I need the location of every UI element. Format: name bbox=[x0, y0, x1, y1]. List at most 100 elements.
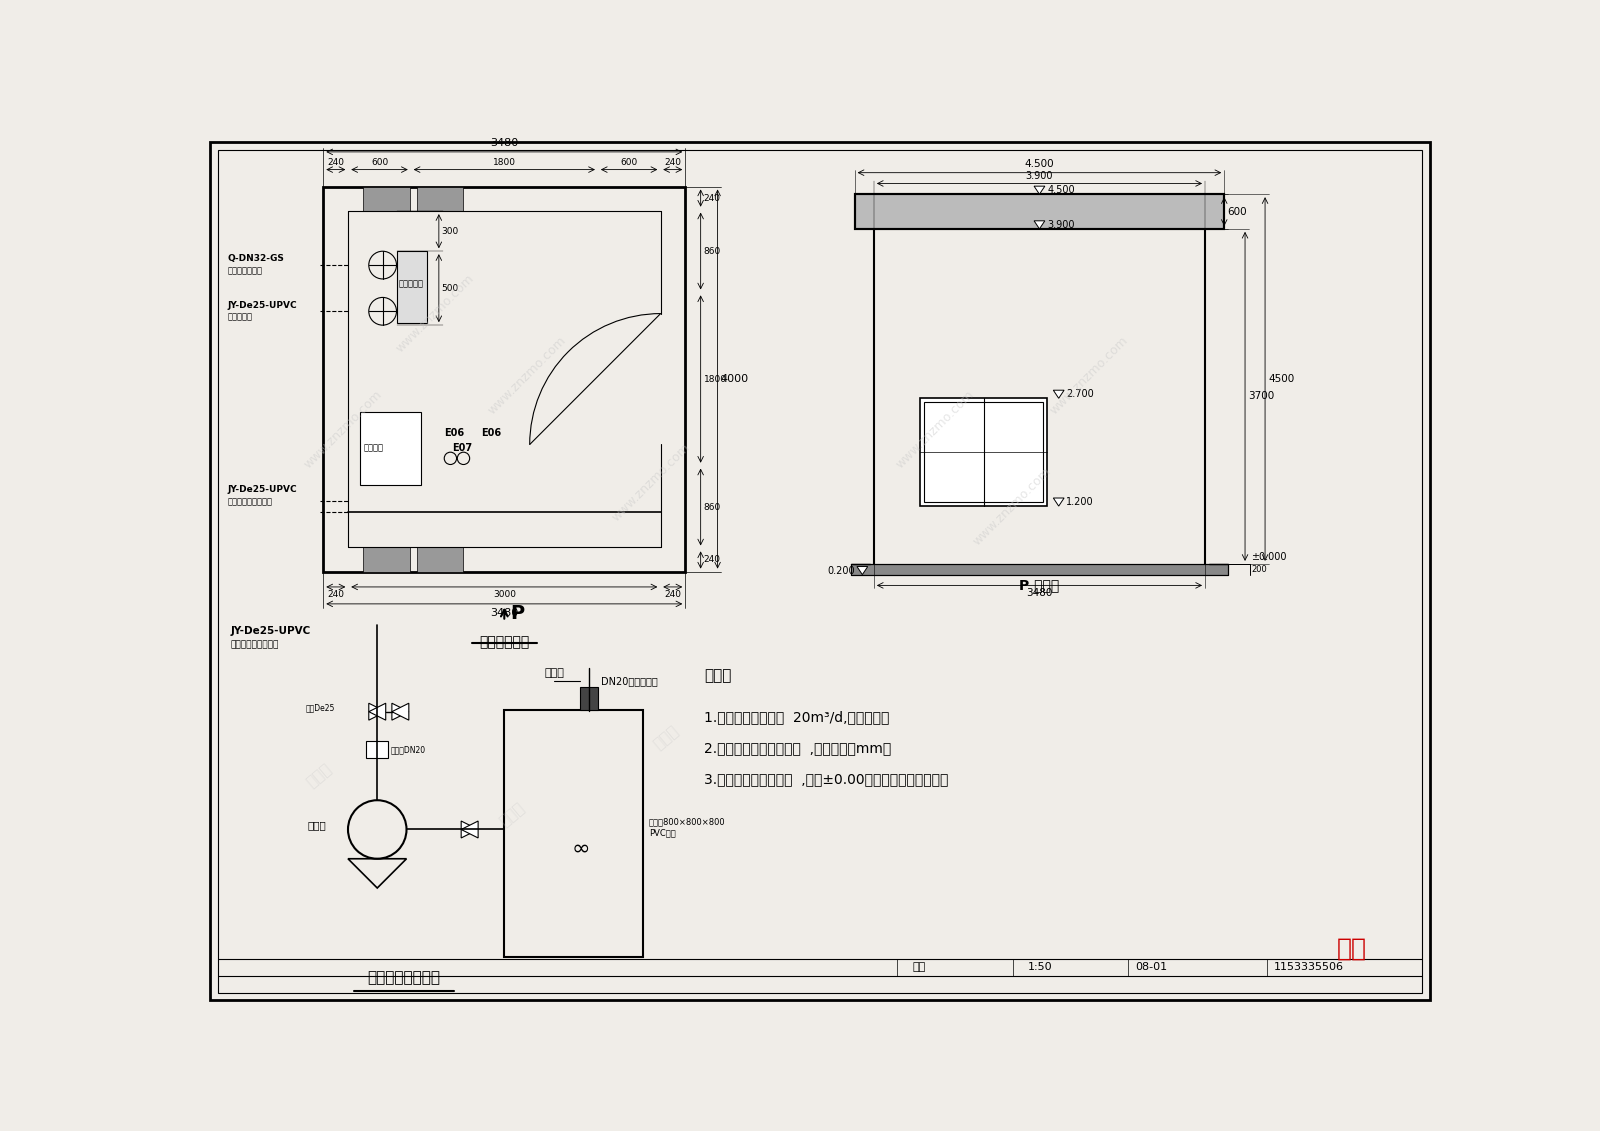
Text: JY-De25-UPVC: JY-De25-UPVC bbox=[227, 301, 296, 310]
Polygon shape bbox=[461, 821, 478, 838]
Text: 加药泵: 加药泵 bbox=[307, 821, 326, 830]
Text: www.znzmo.com: www.znzmo.com bbox=[971, 465, 1054, 547]
Text: 600: 600 bbox=[1227, 207, 1246, 216]
Polygon shape bbox=[368, 703, 386, 720]
Text: 860: 860 bbox=[704, 502, 722, 511]
Text: www.znzmo.com: www.znzmo.com bbox=[610, 441, 693, 525]
Polygon shape bbox=[461, 821, 478, 838]
Text: 鼓风式风机: 鼓风式风机 bbox=[398, 279, 424, 288]
Text: 860: 860 bbox=[704, 247, 722, 256]
Text: 08-01: 08-01 bbox=[1136, 962, 1168, 973]
Text: 知末网: 知末网 bbox=[651, 723, 682, 752]
Polygon shape bbox=[1053, 498, 1064, 506]
Bar bbox=[579, 687, 598, 710]
Text: 流量计DN20: 流量计DN20 bbox=[390, 745, 426, 754]
Bar bbox=[418, 187, 464, 211]
Text: www.znzmo.com: www.znzmo.com bbox=[301, 388, 384, 470]
Bar bbox=[851, 564, 1229, 575]
Text: 4000: 4000 bbox=[720, 374, 749, 385]
Text: 240: 240 bbox=[704, 193, 720, 202]
Text: 500: 500 bbox=[442, 284, 459, 293]
Polygon shape bbox=[858, 567, 867, 575]
Bar bbox=[854, 195, 1224, 228]
Bar bbox=[851, 564, 1229, 575]
Polygon shape bbox=[1034, 187, 1045, 195]
Bar bbox=[363, 547, 410, 571]
Text: 2.700: 2.700 bbox=[1067, 389, 1094, 399]
Text: 200: 200 bbox=[1251, 566, 1267, 575]
Text: 600: 600 bbox=[371, 157, 389, 166]
Text: P 向视图: P 向视图 bbox=[1019, 578, 1059, 593]
Text: www.znzmo.com: www.znzmo.com bbox=[894, 388, 978, 470]
Text: 0.200: 0.200 bbox=[827, 566, 854, 576]
Text: 1.200: 1.200 bbox=[1067, 497, 1094, 507]
Bar bbox=[504, 710, 643, 957]
Text: 投至沉淠池: 投至沉淠池 bbox=[227, 312, 253, 321]
Text: 3.900: 3.900 bbox=[1026, 171, 1053, 181]
Text: www.znzmo.com: www.znzmo.com bbox=[1048, 334, 1131, 417]
Bar bbox=[323, 187, 685, 571]
Text: E06: E06 bbox=[445, 428, 464, 438]
Text: 加药管，接至沉淠池: 加药管，接至沉淠池 bbox=[227, 497, 272, 506]
Text: 搞拌机: 搞拌机 bbox=[544, 668, 565, 679]
Text: 2.本图所注标高单位为米  ,其他单位为mm；: 2.本图所注标高单位为米 ,其他单位为mm； bbox=[704, 741, 891, 754]
Text: ∞: ∞ bbox=[573, 839, 590, 858]
Text: 240: 240 bbox=[664, 157, 682, 166]
Text: 4500: 4500 bbox=[1269, 374, 1294, 385]
Text: 300: 300 bbox=[442, 226, 459, 235]
Bar bbox=[920, 398, 1046, 506]
Polygon shape bbox=[368, 703, 386, 720]
Text: 知末: 知末 bbox=[1336, 936, 1366, 961]
Text: DN20，接自来水: DN20，接自来水 bbox=[602, 676, 658, 685]
Polygon shape bbox=[1034, 221, 1045, 228]
Text: Q-DN32-GS: Q-DN32-GS bbox=[227, 254, 283, 264]
Text: 操作间平面图: 操作间平面图 bbox=[478, 636, 530, 649]
Text: 3480: 3480 bbox=[490, 607, 518, 618]
Text: 3.900: 3.900 bbox=[1046, 219, 1075, 230]
Text: 说明：: 说明： bbox=[704, 667, 731, 683]
Text: 240: 240 bbox=[704, 555, 720, 564]
Text: 1.本工程污水处理量  20m³/d,全时运行；: 1.本工程污水处理量 20m³/d,全时运行； bbox=[704, 710, 890, 724]
Text: ±0.000: ±0.000 bbox=[1251, 552, 1286, 561]
Text: 3.本图标高为相对标高  ,标高±0.00相当于现状地面标高；: 3.本图标高为相对标高 ,标高±0.00相当于现状地面标高； bbox=[704, 771, 949, 786]
Text: 3480: 3480 bbox=[1026, 588, 1053, 598]
Text: 240: 240 bbox=[328, 157, 344, 166]
Polygon shape bbox=[392, 703, 410, 720]
Text: 240: 240 bbox=[328, 590, 344, 599]
Text: 加药管，接至沉淠池: 加药管，接至沉淠池 bbox=[230, 640, 280, 649]
Text: 加药泵安装示意图: 加药泵安装示意图 bbox=[368, 970, 440, 985]
Text: P: P bbox=[510, 604, 525, 623]
Bar bbox=[923, 403, 1043, 502]
Text: 4.500: 4.500 bbox=[1024, 158, 1054, 169]
Text: E06: E06 bbox=[482, 428, 501, 438]
Text: 4.500: 4.500 bbox=[1046, 185, 1075, 196]
Text: 鼓风管接氧化池: 鼓风管接氧化池 bbox=[227, 266, 262, 275]
Text: www.znzmo.com: www.znzmo.com bbox=[486, 334, 570, 417]
Text: 1153335506: 1153335506 bbox=[1274, 962, 1344, 973]
Text: 600: 600 bbox=[621, 157, 638, 166]
Text: JY-De25-UPVC: JY-De25-UPVC bbox=[230, 625, 310, 636]
Polygon shape bbox=[392, 703, 410, 720]
Text: 电阀De25: 电阀De25 bbox=[306, 703, 334, 713]
Bar bbox=[854, 195, 1224, 228]
Polygon shape bbox=[1053, 390, 1064, 398]
Text: PVC材质: PVC材质 bbox=[650, 829, 675, 838]
Bar bbox=[360, 412, 421, 485]
Text: 3700: 3700 bbox=[1248, 391, 1274, 402]
Text: 加液桶800×800×800: 加液桶800×800×800 bbox=[650, 818, 726, 827]
Text: E07: E07 bbox=[451, 443, 472, 454]
Text: 知末网: 知末网 bbox=[496, 800, 528, 829]
Text: JY-De25-UPVC: JY-De25-UPVC bbox=[227, 485, 296, 493]
Text: 1800: 1800 bbox=[493, 157, 515, 166]
Bar bbox=[397, 251, 427, 322]
Bar bbox=[366, 741, 389, 758]
Text: 1800: 1800 bbox=[704, 374, 726, 383]
Text: 1:50: 1:50 bbox=[1027, 962, 1053, 973]
Text: 240: 240 bbox=[664, 590, 682, 599]
Text: 3480: 3480 bbox=[490, 138, 518, 148]
Text: 绘制: 绘制 bbox=[912, 962, 926, 973]
Bar bbox=[418, 547, 464, 571]
Bar bbox=[363, 187, 410, 211]
Text: 消毒系统: 消毒系统 bbox=[363, 443, 384, 452]
Text: 3000: 3000 bbox=[493, 590, 515, 599]
